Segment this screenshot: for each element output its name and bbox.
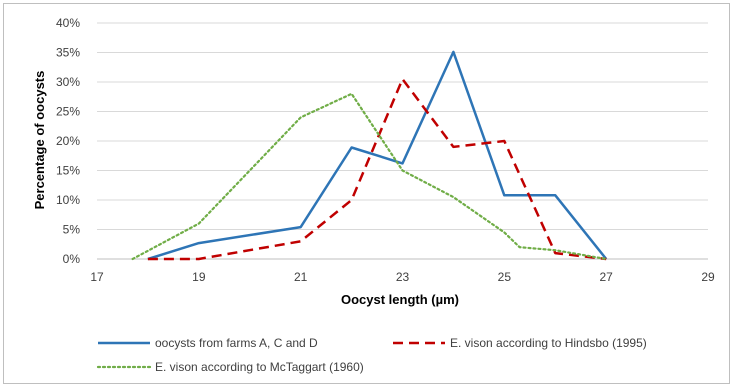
chart-frame	[3, 3, 730, 384]
series-line-1	[147, 50, 608, 261]
legend-item-farms: oocysts from farms A, C and D	[98, 336, 318, 350]
legend-item-mctaggart: E. vison according to McTaggart (1960)	[96, 360, 364, 374]
y-tick-label: 40%	[56, 16, 80, 30]
legend-label-hindsbo: E. vison according to Hindsbo (1995)	[450, 336, 647, 350]
x-tick-label: 29	[701, 270, 715, 284]
x-tick-label: 17	[90, 270, 104, 284]
y-tick-label: 5%	[63, 223, 81, 237]
y-tick-label: 15%	[56, 164, 80, 178]
legend-label-farms: oocysts from farms A, C and D	[155, 336, 318, 350]
legend: oocysts from farms A, C and D E. vison a…	[96, 336, 647, 374]
x-tick-label: 19	[192, 270, 206, 284]
gridlines	[97, 22, 708, 260]
y-tick-label: 35%	[56, 46, 80, 60]
y-axis-title: Percentage of oocysts	[32, 71, 47, 210]
y-tick-label: 0%	[63, 252, 81, 266]
y-tick-label: 25%	[56, 105, 80, 119]
x-axis-title: Oocyst length (µm)	[341, 292, 459, 307]
series-lines	[131, 50, 608, 261]
y-axis-ticks: 0% 5% 10% 15% 20% 25% 30% 35% 40%	[56, 16, 80, 266]
x-tick-label: 21	[294, 270, 308, 284]
x-tick-label: 23	[396, 270, 410, 284]
x-axis-ticks: 17 19 21 23 25 27 29	[90, 270, 715, 284]
series-line-3	[131, 92, 608, 261]
legend-item-hindsbo: E. vison according to Hindsbo (1995)	[393, 336, 647, 350]
y-tick-label: 30%	[56, 75, 80, 89]
legend-label-mctaggart: E. vison according to McTaggart (1960)	[155, 360, 364, 374]
x-tick-label: 27	[599, 270, 613, 284]
y-tick-label: 20%	[56, 134, 80, 148]
series-line-2	[147, 77, 607, 261]
y-tick-label: 10%	[56, 193, 80, 207]
x-tick-label: 25	[498, 270, 512, 284]
